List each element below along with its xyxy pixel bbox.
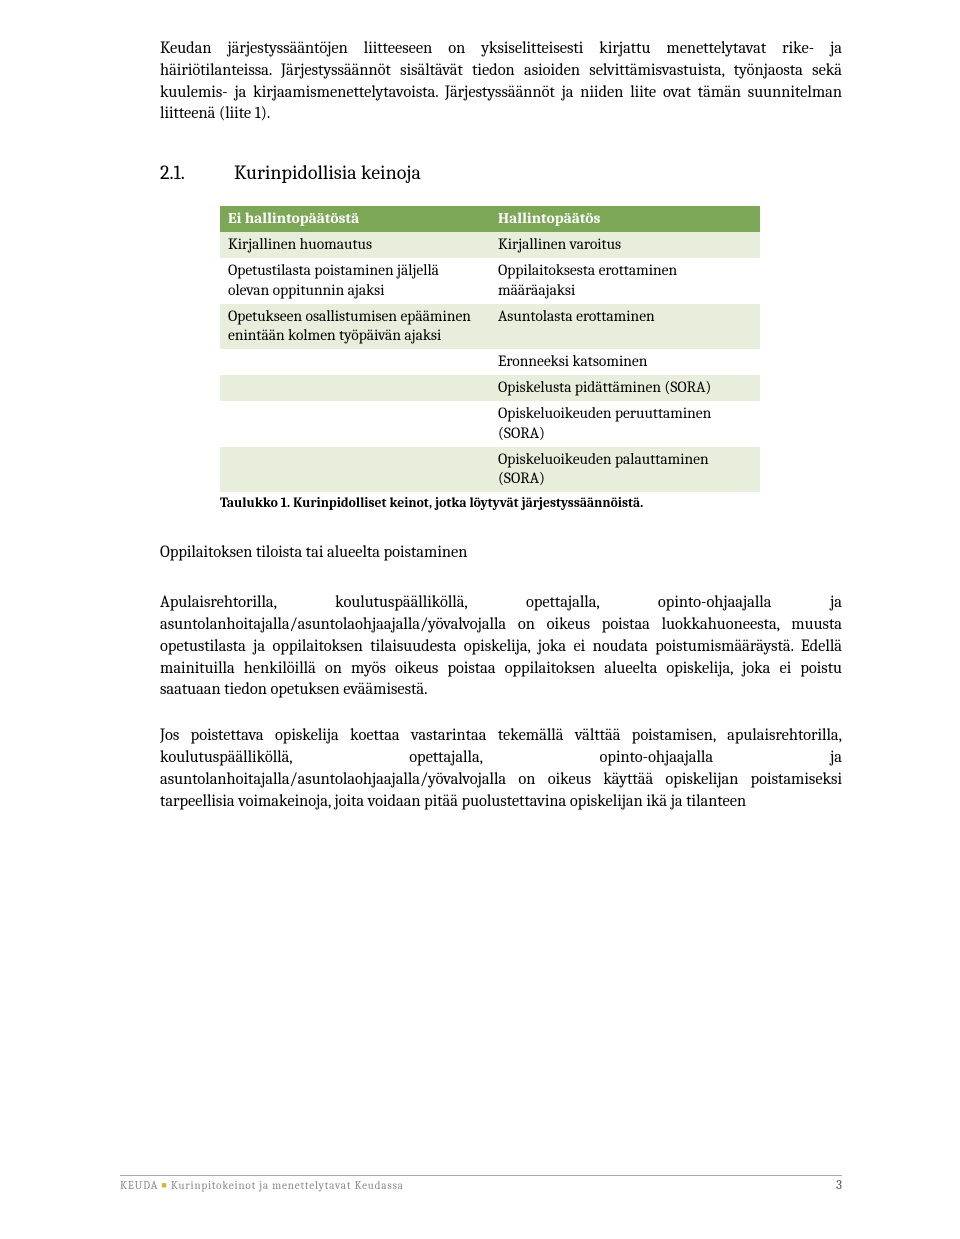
table-cell <box>220 401 490 447</box>
table-caption: Taulukko 1. Kurinpidolliset keinot, jotk… <box>220 496 842 511</box>
intro-paragraph: Keudan järjestyssääntöjen liitteeseen on… <box>160 38 842 125</box>
table-header-row: Ei hallintopäätöstä Hallintopäätös <box>220 206 760 232</box>
table-cell: Opetustilasta poistaminen jäljellä oleva… <box>220 258 490 304</box>
table-cell: Oppilaitoksesta erottaminen määräajaksi <box>490 258 760 304</box>
table-row: Opiskelusta pidättäminen (SORA) <box>220 375 760 401</box>
section-heading: 2.1. Kurinpidollisia keinoja <box>160 161 842 184</box>
table-cell <box>220 447 490 493</box>
table-cell: Kirjallinen huomautus <box>220 232 490 258</box>
footer-left: KEUDA ■ Kurinpitokeinot ja menettelytava… <box>120 1179 404 1192</box>
footer-divider <box>120 1175 842 1176</box>
footer-page-number: 3 <box>836 1178 842 1193</box>
disc-table-wrap: Ei hallintopäätöstä Hallintopäätös Kirja… <box>220 206 842 511</box>
section-title: Kurinpidollisia keinoja <box>234 161 421 184</box>
table-body: Kirjallinen huomautus Kirjallinen varoit… <box>220 232 760 492</box>
footer-text: KEUDA ■ Kurinpitokeinot ja menettelytava… <box>120 1178 842 1193</box>
table-row: Kirjallinen huomautus Kirjallinen varoit… <box>220 232 760 258</box>
footer-title: Kurinpitokeinot ja menettelytavat Keudas… <box>171 1179 404 1192</box>
table-row: Opiskeluoikeuden palauttaminen (SORA) <box>220 447 760 493</box>
footer-keuda: KEUDA <box>120 1179 158 1192</box>
table-cell: Asuntolasta erottaminen <box>490 304 760 350</box>
table-cell: Opetukseen osallistumisen epääminen enin… <box>220 304 490 350</box>
table-header-cell: Ei hallintopäätöstä <box>220 206 490 232</box>
paragraph-3: Jos poistettava opiskelija koettaa vasta… <box>160 725 842 812</box>
table-header-cell: Hallintopäätös <box>490 206 760 232</box>
paragraph-2: Apulaisrehtorilla, koulutuspäälliköllä, … <box>160 592 842 701</box>
table-row: Opiskeluoikeuden peruuttaminen (SORA) <box>220 401 760 447</box>
table-cell: Opiskeluoikeuden peruuttaminen (SORA) <box>490 401 760 447</box>
subheading: Oppilaitoksen tiloista tai alueelta pois… <box>160 543 842 562</box>
table-row: Opetustilasta poistaminen jäljellä oleva… <box>220 258 760 304</box>
page: Keudan järjestyssääntöjen liitteeseen on… <box>0 0 960 1239</box>
table-cell: Kirjallinen varoitus <box>490 232 760 258</box>
table-cell: Opiskeluoikeuden palauttaminen (SORA) <box>490 447 760 493</box>
table-row: Opetukseen osallistumisen epääminen enin… <box>220 304 760 350</box>
table-cell <box>220 349 490 375</box>
footer-square-icon: ■ <box>161 1181 167 1191</box>
section-number: 2.1. <box>160 161 220 184</box>
table-row: Eronneeksi katsominen <box>220 349 760 375</box>
table-cell: Eronneeksi katsominen <box>490 349 760 375</box>
table-cell: Opiskelusta pidättäminen (SORA) <box>490 375 760 401</box>
page-footer: KEUDA ■ Kurinpitokeinot ja menettelytava… <box>0 1175 960 1193</box>
disc-table: Ei hallintopäätöstä Hallintopäätös Kirja… <box>220 206 760 492</box>
table-cell <box>220 375 490 401</box>
